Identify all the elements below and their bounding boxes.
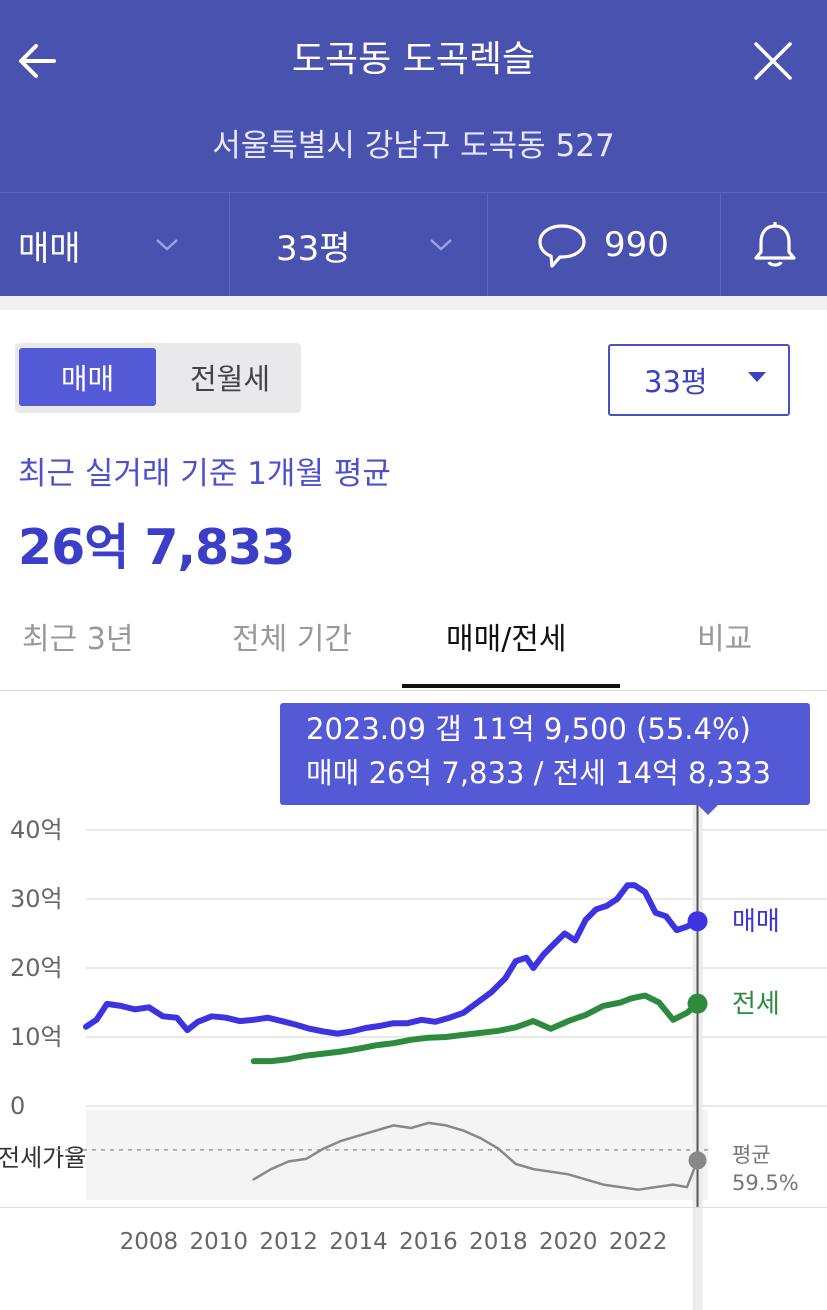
deal-type-label: 매매 bbox=[18, 228, 81, 269]
page-title: 도곡동 도곡렉슬 bbox=[291, 39, 536, 80]
x-tick-label: 2020 bbox=[539, 1229, 598, 1255]
size-select-label: 33평 bbox=[644, 365, 708, 399]
deal-type-dropdown[interactable]: 매매 bbox=[18, 193, 218, 297]
toggle-sale[interactable]: 매매 bbox=[19, 348, 156, 406]
series-line-1 bbox=[250, 992, 701, 1065]
ratio-axis-label: 전세가율 bbox=[0, 1144, 86, 1172]
size-select[interactable]: 33평 bbox=[608, 344, 790, 416]
comments-button[interactable]: 990 bbox=[536, 193, 706, 297]
tab-sale-jeonse[interactable]: 매매/전세 bbox=[446, 622, 567, 657]
comment-count: 990 bbox=[604, 225, 669, 265]
series-line-0 bbox=[83, 882, 701, 1037]
chart-tooltip: 2023.09 갭 11억 9,500 (55.4%) 매매 26억 7,833… bbox=[280, 703, 810, 815]
series-end-label: 매매 bbox=[732, 907, 780, 937]
x-tick-label: 2010 bbox=[190, 1229, 249, 1255]
y-tick-label: 10억 bbox=[10, 1023, 63, 1051]
size-dropdown[interactable]: 33평 bbox=[276, 193, 476, 297]
chevron-down-icon bbox=[429, 239, 452, 251]
x-tick-label: 2018 bbox=[469, 1229, 528, 1255]
x-tick-label: 2012 bbox=[259, 1229, 318, 1255]
header: 도곡동 도곡렉슬 서울특별시 강남구 도곡동 527 bbox=[0, 0, 827, 192]
chart-bottom-border bbox=[0, 1207, 827, 1208]
x-tick-label: 2016 bbox=[399, 1229, 458, 1255]
arrow-left-icon[interactable] bbox=[14, 36, 64, 86]
address: 서울특별시 강남구 도곡동 527 bbox=[212, 128, 615, 164]
average-price: 26억 7,833 bbox=[18, 519, 295, 576]
tab-recent-3y[interactable]: 최근 3년 bbox=[22, 622, 134, 657]
toggle-rent[interactable]: 전월세 bbox=[189, 362, 271, 396]
tooltip-gap-line: 2023.09 갭 11억 9,500 (55.4%) bbox=[306, 712, 751, 746]
y-tick-label: 0 bbox=[10, 1092, 25, 1120]
bell-icon bbox=[754, 222, 796, 267]
section-divider bbox=[0, 296, 827, 310]
series-line-2 bbox=[252, 1121, 699, 1191]
tooltip-price-line: 매매 26억 7,833 / 전세 14억 8,333 bbox=[306, 756, 772, 790]
y-tick-label: 40억 bbox=[10, 816, 63, 844]
tab-all-period[interactable]: 전체 기간 bbox=[232, 622, 352, 657]
series-end-point-0 bbox=[687, 911, 708, 932]
series-end-label: 전세 bbox=[732, 990, 780, 1020]
deal-type-toggle: 매매 전월세 bbox=[15, 343, 301, 413]
x-tick-label: 2008 bbox=[120, 1229, 179, 1255]
caret-down-icon bbox=[748, 372, 766, 382]
chevron-down-icon bbox=[155, 239, 178, 251]
chart-tabs: 최근 3년 전체 기간 매매/전세 비교 bbox=[0, 600, 827, 691]
active-tab-indicator bbox=[402, 684, 620, 688]
filter-bar: 매매 33평 990 bbox=[0, 192, 827, 297]
y-tick-label: 30억 bbox=[10, 885, 63, 913]
tab-compare[interactable]: 비교 bbox=[697, 622, 753, 657]
average-label: 최근 실거래 기준 1개월 평균 bbox=[18, 456, 391, 492]
ratio-average-value: 59.5% bbox=[732, 1171, 799, 1195]
series-end-point-1 bbox=[687, 993, 708, 1014]
ratio-average-label: 평균 bbox=[732, 1143, 771, 1167]
notification-button[interactable] bbox=[750, 193, 810, 297]
chat-bubble-icon bbox=[538, 224, 586, 268]
series-end-point-2 bbox=[688, 1151, 707, 1170]
x-tick-label: 2014 bbox=[329, 1229, 388, 1255]
size-label: 33평 bbox=[276, 228, 351, 269]
y-tick-label: 20억 bbox=[10, 954, 63, 982]
close-icon[interactable] bbox=[750, 38, 796, 84]
x-tick-label: 2022 bbox=[609, 1229, 668, 1255]
